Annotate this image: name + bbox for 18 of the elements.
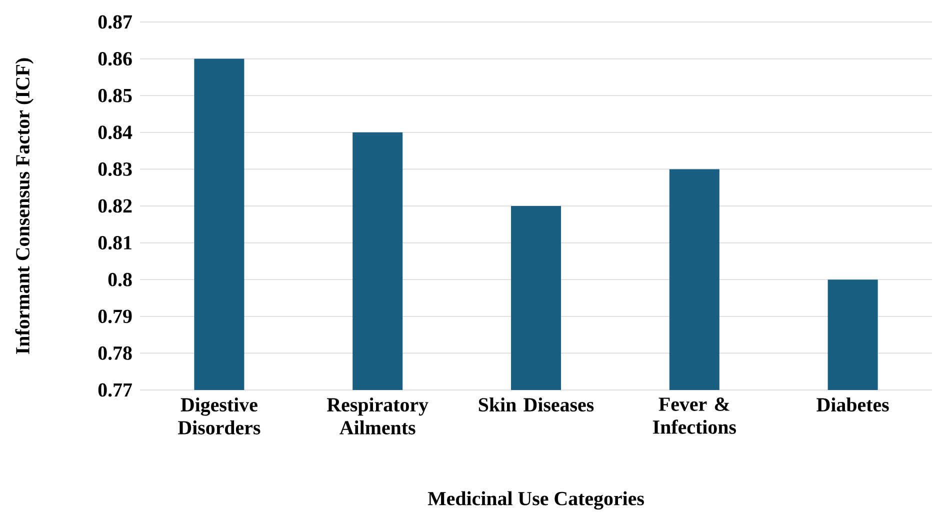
- y-tick-label: 0.78: [98, 346, 132, 360]
- y-tick-label: 0.77: [98, 383, 132, 397]
- y-tick-label: 0.84: [98, 126, 132, 140]
- y-axis-title: Informant Consensus Factor (ICF): [15, 58, 34, 354]
- y-tick-label: 0.79: [98, 310, 132, 324]
- x-tick-label: Respiratory Ailments: [327, 398, 428, 434]
- x-tick-label: Digestive Disorders: [178, 398, 260, 434]
- y-tick-label: 0.8: [108, 272, 132, 286]
- y-tick-label: 0.87: [98, 15, 132, 29]
- y-tick-label: 0.82: [98, 199, 132, 213]
- x-tick-label: Fever & Infections: [653, 398, 736, 434]
- x-axis-title: Medicinal Use Categories: [428, 491, 644, 510]
- y-tick-label: 0.86: [98, 52, 132, 66]
- y-tick-label: 0.85: [98, 88, 132, 102]
- y-tick-label: 0.83: [98, 162, 132, 176]
- y-tick-label: 0.81: [98, 236, 132, 250]
- x-tick-label: Diabetes: [816, 398, 889, 412]
- x-tick-label: Skin Diseases: [478, 398, 594, 412]
